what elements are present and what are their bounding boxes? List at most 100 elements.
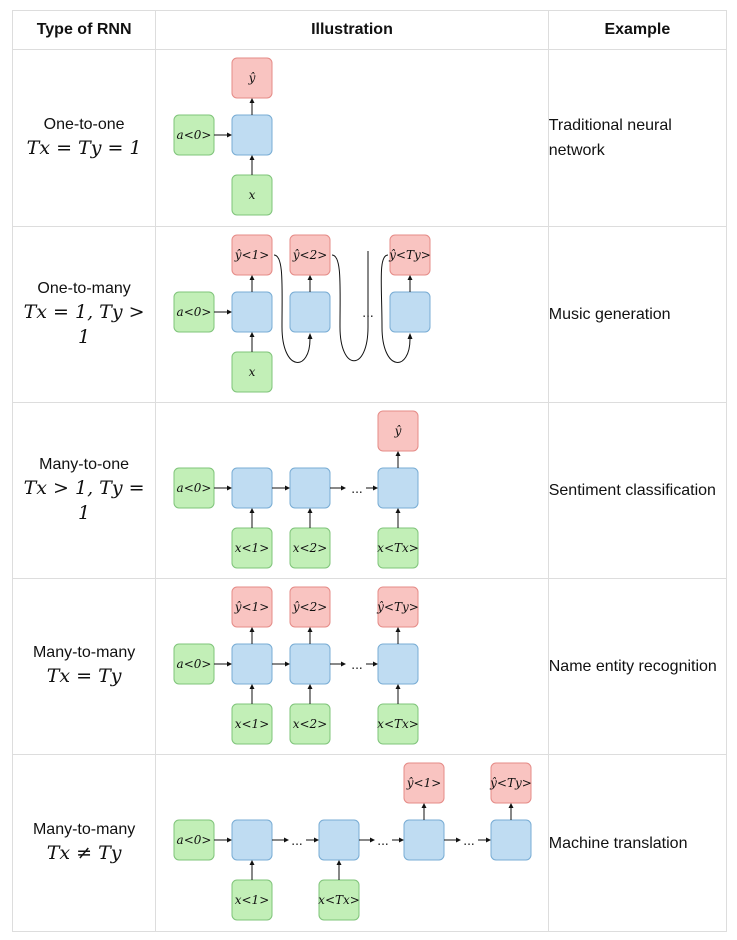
hidden-node (231, 819, 273, 861)
initial-activation-label: a<0> (177, 833, 212, 847)
arrowhead (249, 860, 255, 865)
arrowhead (249, 332, 255, 337)
input-label: x<2> (293, 541, 328, 555)
rnn-type-formula: Tx ≠ Ty (46, 841, 122, 864)
example-cell: Music generation (547, 226, 728, 403)
initial-activation-label: a<0> (177, 657, 212, 671)
arrowhead (307, 627, 313, 632)
arrowhead (227, 485, 233, 491)
example-cell: Machine translation (547, 754, 728, 932)
ellipsis: ... (351, 658, 362, 672)
arrowhead (486, 837, 492, 843)
input-label: x<2> (293, 717, 328, 731)
hidden-node (389, 291, 431, 333)
illustration-cell: ŷ<1> ŷ<Ty> a<0> x<1> x<Tx> (155, 754, 549, 932)
feedback-curve (380, 254, 411, 363)
ellipsis: ... (291, 834, 302, 848)
hidden-node (403, 819, 445, 861)
arrowhead (285, 485, 291, 491)
arrowhead (249, 98, 255, 103)
table-row: Many-to-many Tx ≠ Ty ŷ<1> ŷ<Ty> a<0> x< (11, 754, 728, 932)
arrowhead (370, 837, 376, 843)
rnn-type-formula: Tx = 1, Ty > 1 (23, 300, 145, 348)
output-label: ŷ (248, 71, 256, 85)
arrowhead (227, 309, 233, 315)
hidden-node (289, 467, 331, 509)
ellipsis: ... (351, 482, 362, 496)
arrowhead (307, 508, 313, 513)
rnn-type-cell: One-to-one Tx = Ty = 1 (11, 49, 157, 227)
ellipsis: ... (463, 834, 474, 848)
initial-activation-label: a<0> (177, 128, 212, 142)
arrowhead (284, 837, 290, 843)
input-label: x<Tx> (318, 893, 360, 907)
arrowhead (395, 684, 401, 689)
example-cell: Sentiment classification (547, 402, 728, 579)
arrowhead (341, 485, 347, 491)
output-label: ŷ<Ty> (376, 600, 419, 614)
arrowhead (227, 837, 233, 843)
many-to-many-unequal-diagram: ŷ<1> ŷ<Ty> a<0> x<1> x<Tx> (173, 762, 532, 921)
hidden-node (490, 819, 532, 861)
header-illustration: Illustration (155, 10, 549, 50)
arrowhead (336, 860, 342, 865)
arrowhead (407, 333, 413, 339)
input-label: x<Tx> (377, 541, 419, 555)
header-type: Type of RNN (11, 10, 157, 50)
arrowhead (395, 508, 401, 513)
rnn-type-cell: One-to-many Tx = 1, Ty > 1 (11, 226, 157, 403)
arrowhead (249, 508, 255, 513)
rnn-type-name: Many-to-many (32, 644, 136, 661)
hidden-node (231, 643, 273, 685)
arrowhead (508, 803, 514, 808)
arrowhead (249, 155, 255, 160)
arrowhead (456, 837, 462, 843)
hidden-node (231, 114, 273, 156)
output-label: ŷ<2> (292, 248, 328, 262)
arrowhead (249, 275, 255, 280)
one-to-one-diagram: ŷ a<0> x (173, 57, 273, 216)
input-label: x<1> (235, 541, 270, 555)
hidden-node (377, 467, 419, 509)
example-cell: Traditional neural network (547, 49, 728, 227)
arrowhead (249, 684, 255, 689)
arrowhead (373, 661, 379, 667)
header-example: Example (547, 10, 728, 50)
output-label: ŷ<1> (234, 248, 270, 262)
output-label: ŷ<1> (406, 776, 442, 790)
table-row: Many-to-many Tx = Ty ŷ<1> ŷ<2> ŷ<Ty> a<0… (11, 578, 728, 755)
hidden-node (289, 643, 331, 685)
rnn-type-name: Many-to-one (39, 455, 129, 473)
arrowhead (307, 333, 313, 339)
output-label: ŷ<Ty> (388, 248, 431, 262)
hidden-node (377, 643, 419, 685)
input-label: x<Tx> (377, 717, 419, 731)
header-row: Type of RNN Illustration Example (11, 10, 728, 50)
many-to-one-diagram: ŷ a<0> x<1> x<2> x<Tx> (173, 410, 419, 569)
table-row: Many-to-one Tx > 1, Ty = 1 ŷ a<0> x<1> x… (11, 402, 728, 579)
rnn-type-cell: Many-to-many Tx = Ty (11, 578, 157, 755)
arrowhead (395, 627, 401, 632)
rnn-type-name: Many-to-many (32, 820, 136, 838)
hidden-node (231, 291, 273, 333)
arrowhead (314, 837, 320, 843)
illustration-cell: ŷ<1> ŷ<2> ŷ<Ty> a<0> x<1> x<2> x<Tx> (155, 578, 549, 755)
input-label: x<1> (235, 893, 270, 907)
table-row: One-to-many Tx = 1, Ty > 1 ŷ<1> ŷ<2> ŷ<T… (11, 226, 728, 403)
hidden-node (289, 291, 331, 333)
arrowhead (227, 661, 233, 667)
hidden-node (318, 819, 360, 861)
arrowhead (395, 451, 401, 456)
rnn-type-formula: Tx = Ty = 1 (26, 136, 142, 159)
illustration-cell: ŷ a<0> x<1> x<2> x<Tx> (155, 402, 549, 579)
initial-activation-label: a<0> (177, 481, 212, 495)
rnn-type-formula: Tx = Ty (46, 665, 122, 687)
arrowhead (249, 627, 255, 632)
illustration-cell: ŷ a<0> x (155, 49, 549, 227)
arrowhead (307, 684, 313, 689)
rnn-type-cell: Many-to-one Tx > 1, Ty = 1 (11, 402, 157, 579)
arrowhead (341, 661, 347, 667)
example-cell: Name entity recognition (547, 578, 728, 755)
output-label: ŷ<1> (234, 600, 270, 614)
many-to-many-equal-diagram: ŷ<1> ŷ<2> ŷ<Ty> a<0> x<1> x<2> x<Tx> (173, 586, 419, 745)
